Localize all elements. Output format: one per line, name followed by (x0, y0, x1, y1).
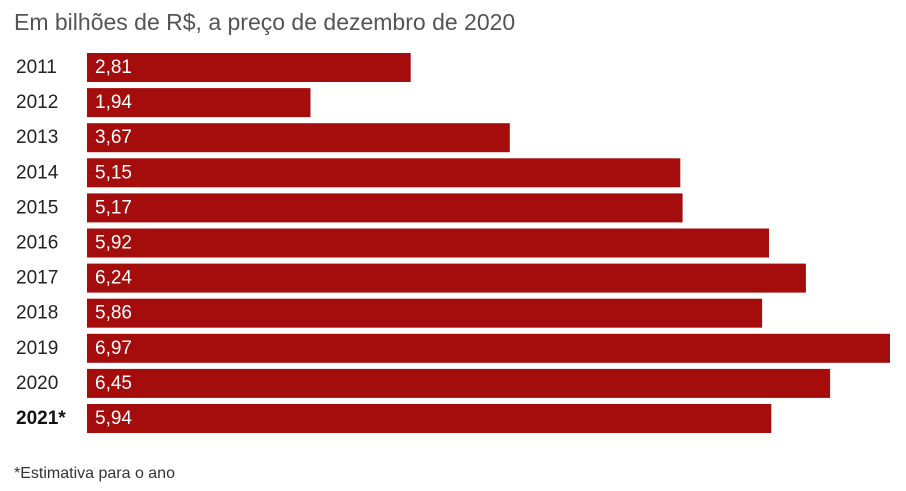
category-label: 2020 (16, 373, 58, 394)
value-label: 5,17 (95, 197, 132, 218)
category-label: 2013 (16, 127, 58, 148)
value-label: 5,94 (95, 408, 132, 429)
category-label: 2017 (16, 268, 58, 289)
category-label: 2016 (16, 233, 58, 254)
category-label: 2019 (16, 338, 58, 359)
bar-2020 (87, 368, 831, 398)
bar-2019 (87, 333, 890, 363)
category-label: 2011 (16, 57, 57, 78)
value-label: 6,97 (95, 338, 132, 359)
bar-2016 (87, 228, 769, 258)
value-label: 1,94 (95, 92, 132, 113)
value-label: 5,15 (95, 162, 132, 183)
footnote: *Estimativa para o ano (14, 465, 175, 482)
bar-2015 (87, 193, 683, 223)
category-label: 2018 (16, 303, 58, 324)
value-label: 6,45 (95, 373, 132, 394)
bar-2018 (87, 298, 763, 328)
value-label: 6,24 (95, 268, 132, 289)
value-label: 5,86 (95, 303, 132, 324)
category-label: 2014 (16, 162, 59, 183)
bar-2012 (87, 88, 311, 118)
bar-2013 (87, 123, 510, 153)
bar-2014 (87, 158, 681, 188)
chart-title: Em bilhões de R$, a preço de dezembro de… (14, 9, 516, 35)
category-label: 2015 (16, 197, 58, 218)
value-label: 2,81 (95, 57, 132, 78)
value-label: 5,92 (95, 233, 132, 254)
category-label: 2012 (16, 92, 58, 113)
category-label: 2021* (16, 408, 66, 429)
bar-2011 (87, 53, 411, 82)
bar-2017 (87, 263, 806, 293)
bar-2021-estimate (87, 404, 772, 433)
value-label: 3,67 (95, 127, 132, 148)
